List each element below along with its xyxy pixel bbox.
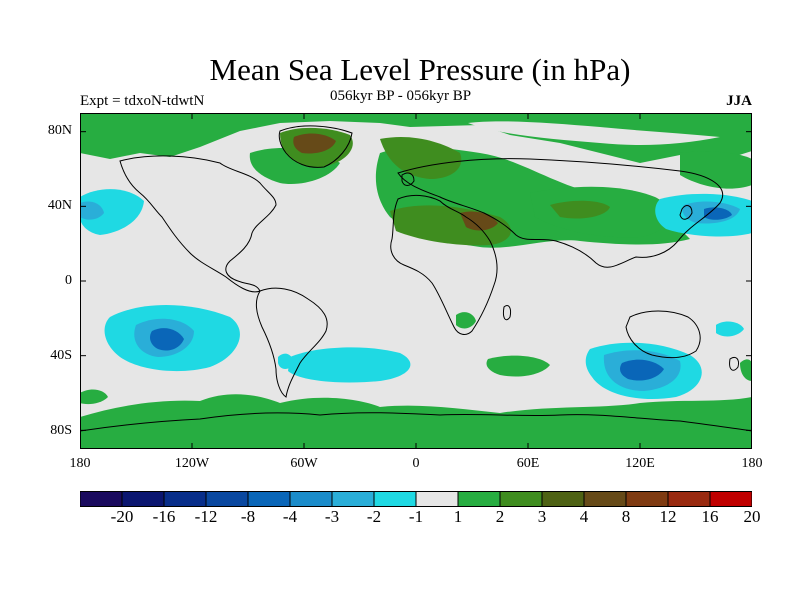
colorbar-label: -12 xyxy=(194,507,218,526)
colorbar-label: -8 xyxy=(240,507,256,526)
lat-label-80n: 80N xyxy=(47,123,72,138)
colorbar-swatch xyxy=(709,491,752,507)
colorbar-label: -2 xyxy=(366,507,382,526)
colorbar-swatch xyxy=(331,491,375,507)
colorbar-swatch xyxy=(541,491,585,507)
colorbar-swatch xyxy=(457,491,501,507)
lon-label-120w: 120W xyxy=(174,456,210,471)
british-isles-coast xyxy=(401,172,415,186)
colorbar-swatch xyxy=(667,491,711,507)
lon-label-0: 0 xyxy=(412,456,420,471)
colorbar-label: 8 xyxy=(621,507,631,526)
pressure-map xyxy=(80,113,752,449)
eurasia-coast xyxy=(397,158,723,268)
north-pacific-green xyxy=(680,151,752,189)
lat-label-80s: 80S xyxy=(50,423,72,438)
colorbar-label: 4 xyxy=(579,507,589,526)
antarctica-coast xyxy=(80,412,752,432)
lon-label-60w: 60W xyxy=(290,456,318,471)
greenland-coast xyxy=(278,125,353,168)
experiment-label: Expt = tdxoN-tdwtN xyxy=(80,93,205,109)
season-label: JJA xyxy=(726,93,752,109)
colorbar xyxy=(80,491,752,507)
colorbar-label: -4 xyxy=(282,507,298,526)
lon-label-120e: 120E xyxy=(625,456,655,471)
lon-label-60e: 60E xyxy=(516,456,540,471)
colorbar-swatch xyxy=(80,491,123,507)
south-atlantic-green xyxy=(456,312,476,329)
madagascar-coast xyxy=(503,304,511,321)
strong-negative-regions xyxy=(150,207,732,381)
colorbar-label: -3 xyxy=(324,507,340,526)
greenland-core xyxy=(293,133,336,154)
colorbar-swatch xyxy=(625,491,669,507)
japan-coast xyxy=(679,205,693,220)
colorbar-label: -1 xyxy=(408,507,424,526)
axis-ticks xyxy=(80,113,752,449)
north-pacific-west-low xyxy=(80,189,144,235)
lat-label-0: 0 xyxy=(65,273,72,288)
north-pacific-east-deep xyxy=(704,207,732,220)
south-pacific-green xyxy=(740,359,752,381)
lat-label-40n: 40N xyxy=(47,198,72,213)
arctic-green-band xyxy=(80,113,752,163)
colorbar-swatch xyxy=(121,491,165,507)
arctic-ring-break xyxy=(468,121,720,145)
colorbar-label: 20 xyxy=(743,507,761,526)
australia-coast xyxy=(625,310,701,359)
southern-ocean-band-green xyxy=(80,394,752,449)
colorbar-swatch xyxy=(415,491,459,507)
south-indian-deep xyxy=(620,359,664,381)
south-atlantic-low xyxy=(288,347,411,383)
patagonia-low xyxy=(278,353,294,369)
new-zealand-coast xyxy=(729,356,739,371)
colorbar-swatch xyxy=(163,491,207,507)
colorbar-label: 2 xyxy=(495,507,505,526)
lon-label-180e: 180 xyxy=(741,456,763,471)
colorbar-swatch xyxy=(247,491,291,507)
south-america-coast xyxy=(255,287,328,398)
colorbar-swatch xyxy=(373,491,417,507)
south-pacific-deep xyxy=(150,328,184,351)
lat-label-40s: 40S xyxy=(50,348,72,363)
colorbar-label: 12 xyxy=(659,507,677,526)
colorbar-label: 16 xyxy=(701,507,719,526)
colorbar-swatch xyxy=(205,491,249,507)
colorbar-swatch xyxy=(583,491,627,507)
figure-title: Mean Sea Level Pressure (in hPa) xyxy=(209,52,631,87)
scandinavia-dark xyxy=(380,136,462,179)
period-label: 056kyr BP - 056kyr BP xyxy=(330,88,472,104)
colorbar-swatch xyxy=(499,491,543,507)
arabia-core xyxy=(460,211,498,231)
colorbar-label: 3 xyxy=(537,507,547,526)
lon-label-180w: 180 xyxy=(69,456,91,471)
colorbar-label: 1 xyxy=(453,507,463,526)
coastlines xyxy=(80,125,752,432)
strongest-positive-regions xyxy=(293,133,498,231)
north-america-coast xyxy=(119,155,277,293)
asia-dark xyxy=(550,200,610,219)
indian-ocean-green xyxy=(486,355,550,377)
colorbar-swatch xyxy=(289,491,333,507)
colorbar-label: -20 xyxy=(110,507,134,526)
south-pacific-small-green xyxy=(80,389,108,405)
colorbar-label: -16 xyxy=(152,507,176,526)
europe-africa-coast xyxy=(390,194,498,335)
tasman-low xyxy=(716,321,744,337)
